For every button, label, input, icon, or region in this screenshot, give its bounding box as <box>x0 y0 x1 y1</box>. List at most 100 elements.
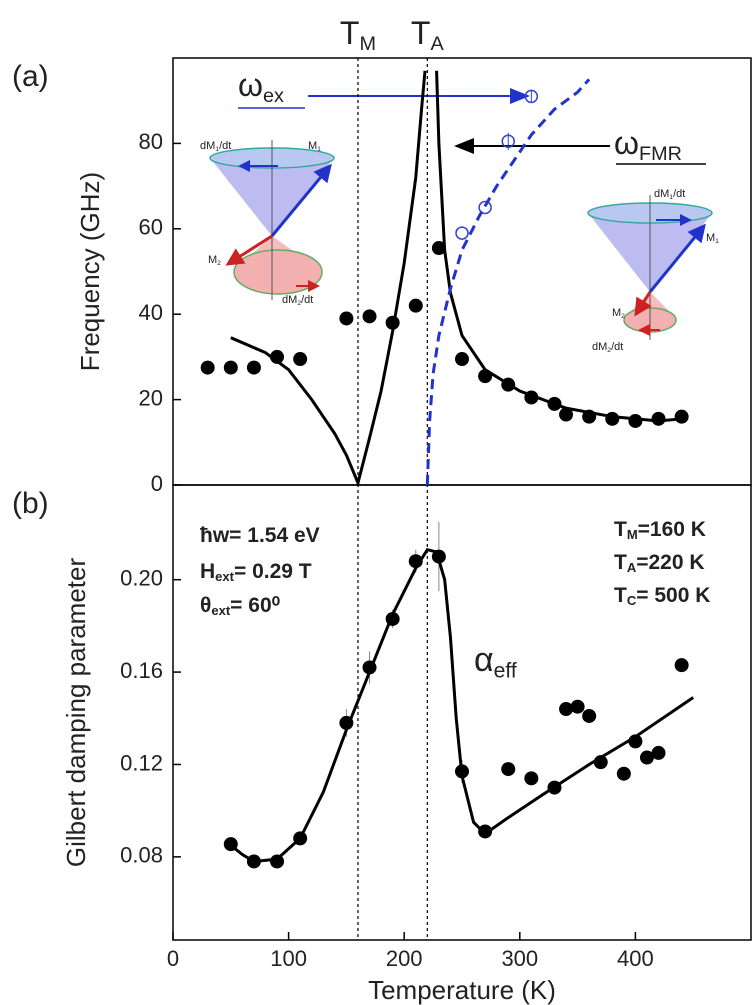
panel-label: (b) <box>12 487 49 520</box>
transition-label-part: M <box>359 33 376 55</box>
open-point <box>455 226 469 240</box>
data-point <box>524 771 539 786</box>
annotation-part: ext <box>215 569 234 584</box>
annotation-part: =220 K <box>636 551 704 574</box>
annotation-part: T <box>614 584 627 607</box>
annotation-part: 2 <box>607 347 611 354</box>
data-point <box>605 411 620 426</box>
data-point <box>455 352 469 367</box>
annotation-part: T <box>614 518 627 541</box>
annotation-part: H <box>200 560 215 583</box>
cone-illustration <box>209 140 335 300</box>
annotation: M1 <box>706 232 719 245</box>
annotation-part: dM <box>200 140 215 152</box>
fit-line <box>435 70 682 423</box>
annotation: dM2/dt <box>282 294 313 307</box>
annotation-part: ext <box>211 603 230 618</box>
annotation-part: /dt <box>611 341 623 353</box>
annotation-part: = 500 K <box>636 584 710 607</box>
annotation-part: 2 <box>297 300 301 307</box>
annotation: TC= 500 K <box>614 584 710 609</box>
annotation-part: 1 <box>715 238 719 245</box>
data-point <box>339 311 354 326</box>
annotation-part: θ <box>200 594 211 617</box>
annotation: θext= 60⁰ <box>200 594 281 619</box>
fit-line <box>229 547 695 864</box>
annotation: ωFMR <box>614 125 682 165</box>
annotation-part: dM <box>654 188 669 200</box>
x-tick-label: 300 <box>501 946 538 971</box>
data-point <box>651 411 666 426</box>
y-tick-label: 0.08 <box>120 843 163 868</box>
annotation-part: 2 <box>217 260 221 267</box>
annotation-part: ω <box>614 125 639 161</box>
x-tick-label: 0 <box>167 946 179 971</box>
annotation-part: FMR <box>639 143 682 165</box>
annotation: ħw= 1.54 eV <box>200 524 320 547</box>
data-point <box>362 309 377 324</box>
data-point <box>674 409 689 424</box>
plot-frame-b <box>172 484 752 941</box>
annotation: M1 <box>308 140 321 153</box>
annotation-part: M <box>208 254 217 266</box>
annotation: M2 <box>208 254 221 267</box>
y-tick-label: 20 <box>139 385 163 410</box>
data-point <box>408 298 423 313</box>
annotation: TM=160 K <box>614 518 706 543</box>
annotation-part: /dt <box>301 294 313 306</box>
cone-illustration <box>587 195 713 340</box>
annotation-part: A <box>627 560 637 575</box>
data-point <box>559 702 574 717</box>
data-point <box>246 360 261 375</box>
annotation-part: 2 <box>621 313 625 320</box>
x-tick-label: 100 <box>270 946 307 971</box>
annotation-part: dM <box>592 341 607 353</box>
y-tick-label: 0.20 <box>120 566 163 591</box>
dashed-curve <box>425 78 591 486</box>
x-axis-label: Temperature (K) <box>368 975 556 1005</box>
annotation-part: α <box>474 641 494 679</box>
data-point <box>674 658 689 673</box>
data-point <box>639 750 654 765</box>
annotation: dM1/dt <box>654 188 685 201</box>
transition-label-part: T <box>340 15 360 51</box>
annotation: αeff <box>474 641 517 682</box>
annotation-part: /dt <box>673 188 685 200</box>
transition-label-part: T <box>411 15 431 51</box>
data-point <box>582 708 597 723</box>
y-tick-label: 0.12 <box>120 750 163 775</box>
annotation: ωex <box>238 67 284 107</box>
data-point <box>478 824 493 839</box>
y-tick-label: 40 <box>139 300 163 325</box>
transition-label: TM <box>340 15 376 55</box>
data-point <box>200 360 215 375</box>
transition-label-part: A <box>430 33 444 55</box>
data-point <box>628 413 643 428</box>
annotation-part: ex <box>263 85 284 107</box>
annotation-part: ħw= 1.54 eV <box>200 524 320 547</box>
annotation-part: eff <box>494 659 517 682</box>
annotation: TA=220 K <box>614 551 705 576</box>
y-tick-label: 0 <box>151 471 163 496</box>
data-point <box>501 762 516 777</box>
data-point <box>223 360 238 375</box>
x-tick-label: 400 <box>617 946 654 971</box>
y-tick-label: 0.16 <box>120 658 163 683</box>
data-point <box>559 407 574 422</box>
fit-line <box>230 70 427 488</box>
data-point <box>616 766 631 781</box>
annotation-part: 1 <box>317 146 321 153</box>
annotation: M2 <box>612 307 625 320</box>
panel-label: (a) <box>12 60 49 93</box>
annotation-part: = 60⁰ <box>230 594 280 617</box>
annotation-part: 1 <box>215 146 219 153</box>
annotation: dM2/dt <box>592 341 623 354</box>
annotation-part: 1 <box>669 194 673 201</box>
y-tick-label: 80 <box>139 129 163 154</box>
y-axis-label: Frequency (GHz) <box>75 172 105 371</box>
data-point <box>651 745 666 760</box>
annotation-part: dM <box>282 294 297 306</box>
annotation-part: T <box>614 551 627 574</box>
y-tick-label: 60 <box>139 215 163 240</box>
